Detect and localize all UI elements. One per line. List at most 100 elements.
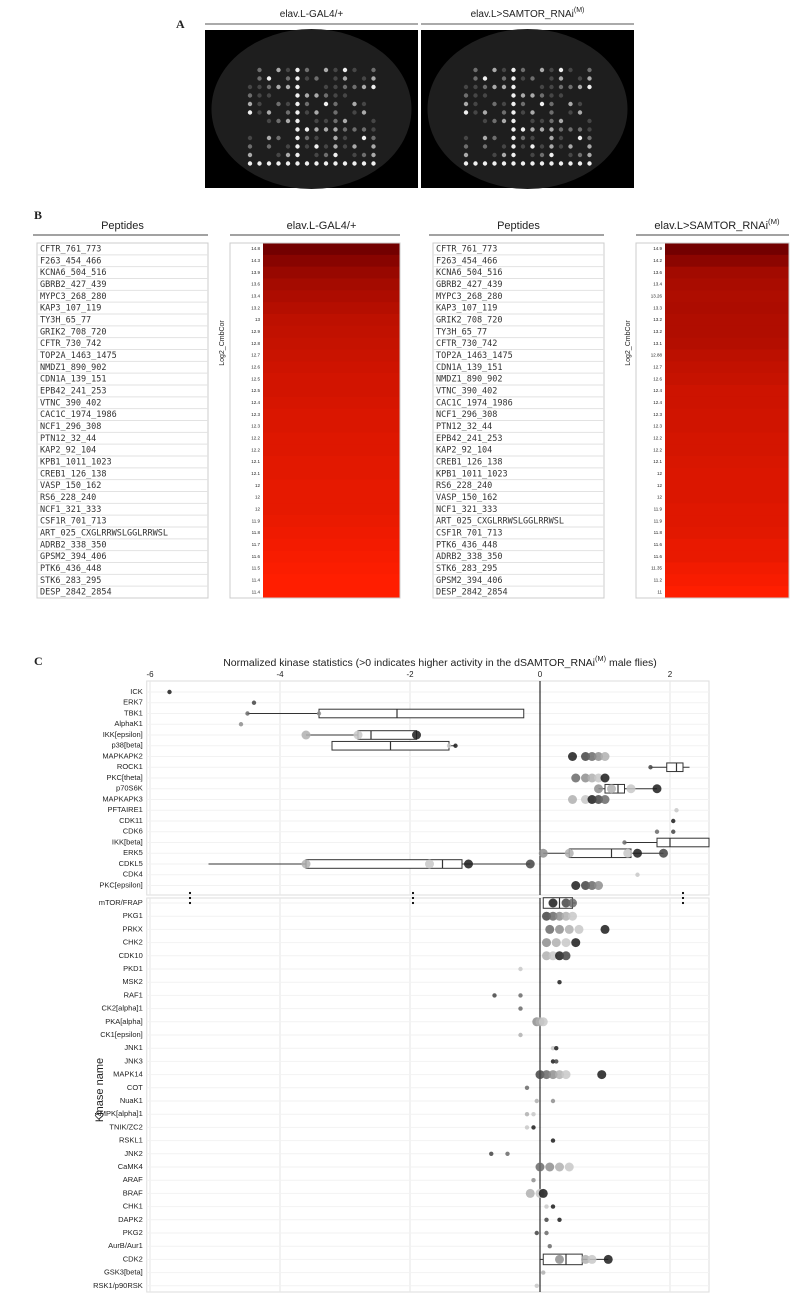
box — [667, 763, 683, 772]
figure: A B C elav.L-GAL4/+elav.L>SAMTOR_RNAi(M)… — [0, 0, 791, 1293]
spot — [549, 127, 553, 131]
spot — [257, 93, 261, 97]
point — [555, 925, 564, 934]
peptide: KCNA6_504_516 — [436, 268, 503, 278]
spot — [540, 153, 544, 157]
y-tick-label: PRKX — [122, 924, 142, 933]
heatmap-cell — [263, 574, 400, 586]
cell-value: 11.9 — [654, 506, 663, 511]
heatmap-cell — [263, 563, 400, 575]
spot — [511, 136, 515, 140]
spot — [286, 119, 290, 123]
spot — [286, 76, 290, 80]
spot — [464, 85, 468, 89]
peptide: KCNA6_504_516 — [40, 268, 107, 278]
spot — [305, 110, 309, 114]
cell-value: 12.2 — [653, 447, 662, 452]
heatmap-cell — [263, 492, 400, 504]
point — [594, 881, 603, 890]
y-tick-label: CHK1 — [123, 1202, 143, 1211]
spot — [578, 127, 582, 131]
spot — [549, 68, 553, 72]
cell-value: 12.8 — [251, 341, 260, 346]
spot — [343, 68, 347, 72]
spot — [333, 85, 337, 89]
spot — [295, 127, 299, 131]
spot — [473, 161, 477, 165]
peptide: F263_454_466 — [436, 256, 497, 266]
axis-break — [412, 897, 414, 899]
cell-value: 12.1 — [653, 459, 662, 464]
spot — [540, 102, 544, 106]
spot — [248, 85, 252, 89]
y-tick-label: TNIK/ZC2 — [109, 1122, 142, 1131]
point — [601, 925, 610, 934]
point — [551, 1204, 555, 1208]
spot — [257, 110, 261, 114]
spot — [352, 127, 356, 131]
heatmap-cell — [665, 409, 789, 421]
spot — [578, 136, 582, 140]
spot — [511, 110, 515, 114]
spot — [352, 68, 356, 72]
cell-value: 12.88 — [651, 353, 663, 358]
axis-label: Log2_CmbCor — [625, 320, 632, 366]
heatmap-cell — [263, 539, 400, 551]
cell-value: 12 — [255, 495, 261, 500]
point — [554, 1059, 558, 1063]
heatmap-cell — [263, 527, 400, 539]
y-tick-label: IKK[epsilon] — [103, 730, 143, 739]
point — [526, 860, 535, 869]
y-tick-label: COT — [127, 1083, 143, 1092]
spot — [464, 93, 468, 97]
y-tick-label: ICK — [130, 687, 143, 696]
point — [635, 873, 639, 877]
spot — [540, 68, 544, 72]
peptide: TOP2A_1463_1475 — [436, 351, 513, 361]
spot — [343, 161, 347, 165]
spot — [314, 161, 318, 165]
point — [568, 899, 577, 908]
spot — [521, 102, 525, 106]
spot — [559, 68, 563, 72]
heatmap-cell — [263, 350, 400, 362]
point — [671, 830, 675, 834]
spot — [371, 136, 375, 140]
y-tick-label: JNK3 — [124, 1056, 142, 1065]
spot — [286, 102, 290, 106]
cell-value: 12 — [657, 495, 663, 500]
spot — [502, 144, 506, 148]
spot — [530, 161, 534, 165]
panel-label: C — [34, 654, 43, 668]
y-tick-label: CHK2 — [123, 938, 143, 947]
y-tick-label: AlphaK1 — [114, 719, 142, 728]
title-text: elav.L-GAL4/+ — [287, 220, 357, 232]
spot — [483, 76, 487, 80]
heatmap-cell — [665, 397, 789, 409]
y-tick-label: RSKL1 — [119, 1136, 143, 1145]
point — [549, 899, 558, 908]
spot — [464, 102, 468, 106]
heatmap-cell — [665, 361, 789, 373]
spot — [511, 161, 515, 165]
point — [412, 731, 421, 740]
point — [555, 1255, 564, 1264]
point — [594, 784, 603, 793]
spot — [305, 144, 309, 148]
heatmap-cell — [665, 515, 789, 527]
spot — [257, 68, 261, 72]
heatmap-cell — [263, 255, 400, 267]
point — [536, 1163, 545, 1172]
spot — [286, 161, 290, 165]
point — [568, 752, 577, 761]
spot — [511, 102, 515, 106]
peptide: ART_025_CXGLRRWSLGGLRRWSL — [436, 517, 564, 527]
spot — [521, 76, 525, 80]
array-well — [428, 29, 628, 189]
spot — [267, 119, 271, 123]
cell-value: 12.9 — [251, 329, 260, 334]
point — [565, 1163, 574, 1172]
title-superscript: (M) — [595, 654, 606, 663]
peptide: GBRB2_427_439 — [436, 280, 503, 290]
cell-value: 12.2 — [251, 435, 260, 440]
